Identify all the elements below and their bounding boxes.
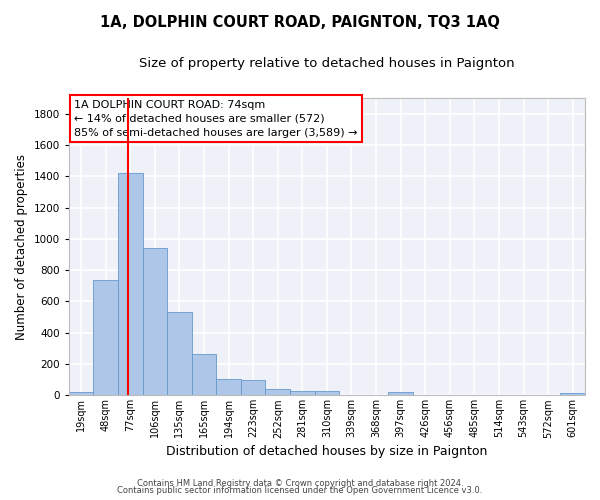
Bar — [118, 173, 143, 396]
Bar — [69, 392, 94, 396]
Text: Contains public sector information licensed under the Open Government Licence v3: Contains public sector information licen… — [118, 486, 482, 495]
Bar — [167, 312, 192, 396]
Bar — [314, 392, 339, 396]
Bar — [217, 379, 241, 396]
Text: 1A, DOLPHIN COURT ROAD, PAIGNTON, TQ3 1AQ: 1A, DOLPHIN COURT ROAD, PAIGNTON, TQ3 1A… — [100, 15, 500, 30]
Bar — [143, 248, 167, 396]
Bar — [192, 354, 217, 396]
Title: Size of property relative to detached houses in Paignton: Size of property relative to detached ho… — [139, 58, 515, 70]
Text: Contains HM Land Registry data © Crown copyright and database right 2024.: Contains HM Land Registry data © Crown c… — [137, 478, 463, 488]
X-axis label: Distribution of detached houses by size in Paignton: Distribution of detached houses by size … — [166, 444, 488, 458]
Text: 1A DOLPHIN COURT ROAD: 74sqm
← 14% of detached houses are smaller (572)
85% of s: 1A DOLPHIN COURT ROAD: 74sqm ← 14% of de… — [74, 100, 358, 138]
Bar — [388, 392, 413, 396]
Y-axis label: Number of detached properties: Number of detached properties — [15, 154, 28, 340]
Bar — [560, 393, 585, 396]
Bar — [290, 390, 314, 396]
Bar — [94, 280, 118, 396]
Bar — [241, 380, 265, 396]
Bar — [265, 388, 290, 396]
